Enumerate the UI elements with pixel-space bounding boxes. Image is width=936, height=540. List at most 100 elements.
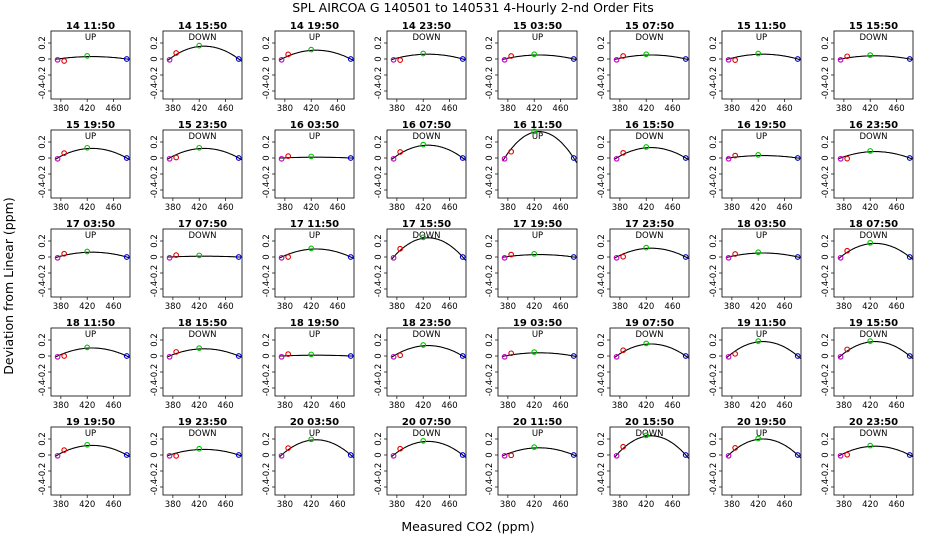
- standard-1-marker: [501, 254, 508, 261]
- y-tick-label: -0.2: [38, 364, 48, 381]
- x-tick-label: 460: [217, 104, 233, 114]
- y-tick-label: -0.2: [485, 166, 495, 183]
- x-tick-label: 460: [664, 203, 680, 213]
- x-tick-label: 420: [750, 500, 766, 510]
- standard-1-marker: [278, 452, 285, 459]
- y-tick-label: 0.2: [374, 135, 384, 149]
- y-tick-label: 0: [709, 254, 719, 259]
- fit-curve: [167, 348, 242, 358]
- fit-curve: [391, 237, 467, 261]
- x-tick-label: 420: [191, 203, 207, 213]
- standard-3-marker: [643, 244, 650, 251]
- standard-2-marker: [173, 154, 180, 161]
- y-tick-label: 0: [374, 254, 384, 259]
- x-tick-label: 380: [612, 203, 628, 213]
- fit-curve: [391, 144, 467, 161]
- x-tick-label: 460: [552, 500, 568, 510]
- standard-1-marker: [725, 353, 732, 360]
- standard-3-marker: [867, 442, 874, 449]
- x-tick-label: 380: [165, 203, 181, 213]
- x-tick-label: 380: [724, 302, 740, 312]
- y-tick-label: -0.4: [150, 380, 160, 397]
- y-tick-label: -0.2: [262, 364, 272, 381]
- y-tick-label: -0.4: [709, 83, 719, 100]
- y-tick-label: -0.2: [821, 364, 831, 381]
- y-tick-label: -0.2: [597, 364, 607, 381]
- fit-curve: [838, 55, 913, 61]
- standard-3-marker: [643, 340, 650, 347]
- y-tick-label: -0.2: [597, 166, 607, 183]
- x-tick-label: 380: [724, 104, 740, 114]
- y-tick-label: -0.2: [709, 67, 719, 84]
- y-tick-label: -0.2: [485, 67, 495, 84]
- y-tick-label: 0.2: [262, 234, 272, 248]
- panel-title: 15 19:50: [66, 120, 115, 131]
- panel-title: 16 11:50: [513, 120, 562, 131]
- y-tick-label: -0.2: [262, 463, 272, 480]
- x-tick-label: 420: [526, 104, 542, 114]
- standard-3-marker: [420, 438, 427, 444]
- standard-2-marker: [620, 443, 627, 450]
- panel-title: 18 03:50: [737, 219, 786, 230]
- standard-2-marker: [508, 251, 515, 258]
- standard-2-marker: [844, 247, 851, 254]
- y-tick-label: 0.2: [821, 135, 831, 149]
- panel-direction: DOWN: [189, 33, 217, 43]
- y-tick-label: -0.2: [262, 166, 272, 183]
- y-tick-label: 0.2: [485, 333, 495, 347]
- panel-frame: [50, 228, 131, 298]
- standard-4-marker: [682, 254, 689, 260]
- standard-2-marker: [397, 149, 404, 155]
- panel-frame: [274, 426, 355, 496]
- panel-direction: UP: [309, 429, 320, 439]
- y-tick-label: -0.4: [38, 479, 48, 496]
- fit-curve: [391, 53, 466, 61]
- standard-3-marker: [531, 128, 538, 135]
- y-tick-label: 0: [821, 155, 831, 160]
- y-tick-label: 0.2: [597, 234, 607, 248]
- panel-frame: [274, 228, 355, 298]
- y-tick-label: 0.2: [38, 135, 48, 149]
- y-tick-label: -0.4: [485, 479, 495, 496]
- y-tick-label: 0: [38, 254, 48, 259]
- panel-title: 15 23:50: [178, 120, 227, 131]
- standard-4-marker: [123, 254, 130, 260]
- x-tick-label: 420: [638, 104, 654, 114]
- y-tick-label: 0: [150, 56, 160, 61]
- fit-curve: [726, 252, 801, 259]
- y-tick-label: 0.2: [821, 333, 831, 347]
- y-tick-label: 0.2: [709, 333, 719, 347]
- standard-2-marker: [285, 153, 292, 159]
- fit-curve: [726, 53, 801, 61]
- standard-3-marker: [755, 50, 762, 57]
- panel-title: 16 23:50: [849, 120, 898, 131]
- x-tick-label: 380: [836, 203, 852, 213]
- x-tick-label: 380: [53, 401, 69, 411]
- standard-2-marker: [732, 350, 739, 357]
- fit-curve: [502, 254, 577, 258]
- panel-title: 19 15:50: [849, 318, 898, 329]
- y-tick-label: 0: [262, 155, 272, 160]
- panel-title: 15 07:50: [625, 21, 674, 32]
- y-tick-label: 0.2: [821, 36, 831, 50]
- standard-1-marker: [54, 254, 61, 261]
- panel-title: 20 07:50: [402, 417, 451, 428]
- standard-4-marker: [906, 155, 913, 161]
- panel-direction: DOWN: [189, 429, 217, 439]
- standard-2-marker: [285, 351, 292, 357]
- y-tick-label: -0.2: [485, 463, 495, 480]
- standard-2-marker: [620, 347, 627, 354]
- panel-direction: DOWN: [413, 132, 441, 142]
- y-tick-label: 0: [262, 56, 272, 61]
- panel-direction: UP: [309, 33, 320, 43]
- panel-direction: UP: [756, 429, 767, 439]
- standard-3-marker: [196, 252, 203, 259]
- fit-curve: [614, 343, 690, 359]
